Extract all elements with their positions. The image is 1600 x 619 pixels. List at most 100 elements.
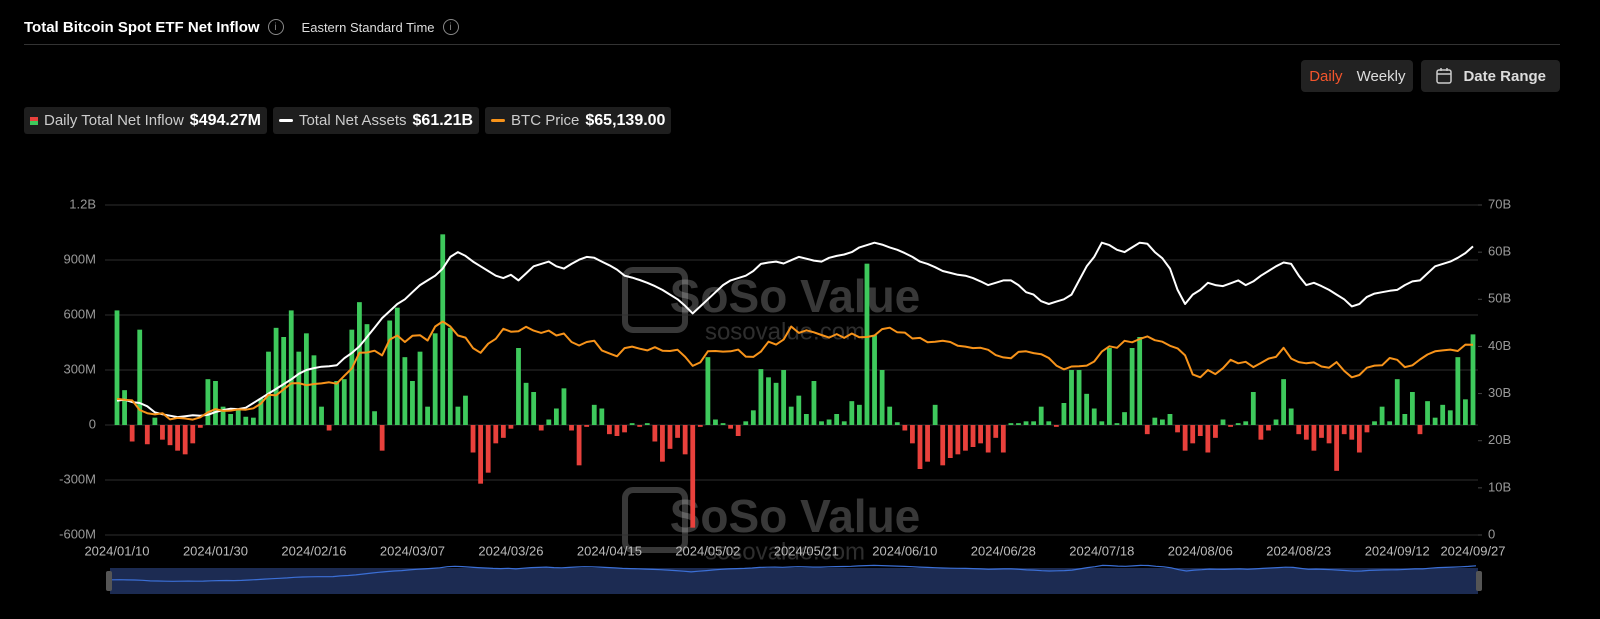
bar	[546, 419, 552, 425]
bar	[1288, 408, 1294, 425]
bar	[1008, 423, 1014, 425]
bar	[1205, 425, 1211, 453]
bar	[273, 327, 279, 425]
title: Total Bitcoin Spot ETF Net Inflow	[24, 18, 260, 36]
bar	[864, 263, 870, 425]
bar	[288, 310, 294, 425]
bar	[296, 351, 302, 425]
bar	[235, 410, 241, 425]
bar	[1402, 414, 1408, 425]
bar	[1470, 334, 1476, 425]
bar	[1387, 421, 1393, 425]
y2-tick-label: 40B	[1488, 338, 1511, 353]
bar	[978, 425, 983, 444]
bar	[1379, 406, 1385, 425]
bar	[250, 417, 256, 425]
controls: Daily Weekly Date Range	[1301, 60, 1560, 92]
legend-item[interactable]: Daily Total Net Inflow $494.27M	[24, 107, 267, 134]
bar	[629, 423, 635, 425]
bar	[175, 425, 181, 451]
bar	[281, 337, 287, 425]
weekly-button[interactable]: Weekly	[1356, 67, 1406, 85]
bar	[1463, 399, 1468, 425]
bar	[379, 425, 385, 451]
legend-value: $494.27M	[189, 111, 261, 129]
bar	[311, 355, 317, 425]
bar	[1372, 421, 1377, 425]
bar	[326, 425, 332, 431]
bar	[1303, 425, 1309, 440]
legend-marker	[491, 119, 506, 122]
legend: Daily Total Net Inflow $494.27M Total Net …	[24, 107, 672, 134]
bar	[879, 370, 885, 425]
bar	[319, 406, 324, 425]
bar	[190, 425, 196, 444]
bar	[485, 425, 491, 473]
bar	[652, 425, 658, 442]
bar	[1243, 421, 1249, 425]
bar	[803, 414, 809, 425]
bar	[1099, 421, 1105, 425]
legend-name: BTC Price	[511, 112, 580, 129]
bar	[114, 310, 120, 425]
bar	[1432, 417, 1438, 425]
header: Total Bitcoin Spot ETF Net Inflow i East…	[24, 10, 1560, 45]
bar	[1341, 425, 1347, 435]
bar	[1228, 425, 1233, 427]
info-icon[interactable]: i	[442, 19, 459, 35]
bar	[1213, 425, 1218, 438]
bar	[644, 423, 650, 425]
bar	[743, 421, 749, 425]
bar	[349, 329, 355, 425]
legend-item[interactable]: Total Net Assets $61.21B	[272, 107, 480, 134]
bar	[796, 395, 802, 425]
period-toggle: Daily Weekly	[1301, 60, 1414, 92]
bar	[402, 357, 408, 425]
bar	[228, 414, 234, 425]
bar	[137, 329, 143, 425]
bar	[637, 425, 643, 427]
y-tick-label: 300M	[63, 361, 96, 376]
timezone: Eastern Standard Time	[301, 19, 435, 35]
bar	[872, 335, 877, 425]
x-tick-label: 2024/09/27	[1440, 543, 1505, 558]
bar	[1175, 425, 1180, 433]
y2-tick-label: 50B	[1488, 291, 1511, 306]
bar	[364, 324, 370, 425]
bar	[1311, 425, 1317, 451]
bar	[470, 425, 476, 453]
daily-button[interactable]: Daily	[1309, 67, 1343, 85]
bar	[1447, 410, 1453, 425]
bar	[705, 357, 711, 425]
info-icon[interactable]: i	[267, 19, 284, 35]
bar	[1076, 370, 1082, 425]
legend-value: $61.21B	[412, 111, 474, 129]
bar	[682, 425, 688, 455]
calendar-icon	[1436, 68, 1453, 84]
bar	[758, 369, 764, 425]
watermark-logo	[622, 487, 688, 553]
date-range-button[interactable]: Date Range	[1421, 60, 1560, 92]
bar	[1152, 417, 1158, 425]
bar	[894, 422, 900, 425]
bar	[584, 425, 590, 427]
bar	[675, 425, 680, 438]
bar	[1160, 419, 1165, 425]
bar	[1334, 425, 1340, 471]
bar	[1394, 379, 1400, 425]
y2-tick-label: 30B	[1488, 385, 1511, 400]
watermark: SoSo Value	[670, 270, 921, 322]
y-tick-label: 1.2B	[69, 196, 96, 211]
bar	[917, 425, 923, 469]
bar	[773, 382, 779, 425]
bar	[1266, 425, 1271, 431]
legend-item[interactable]: BTC Price $65,139.00	[485, 107, 672, 134]
bar	[856, 404, 862, 425]
bar	[1356, 425, 1362, 453]
bar	[667, 425, 673, 449]
y2-tick-label: 0	[1488, 526, 1495, 541]
x-tick-label: 2024/09/12	[1365, 543, 1430, 558]
legend-name: Total Net Assets	[298, 112, 407, 129]
